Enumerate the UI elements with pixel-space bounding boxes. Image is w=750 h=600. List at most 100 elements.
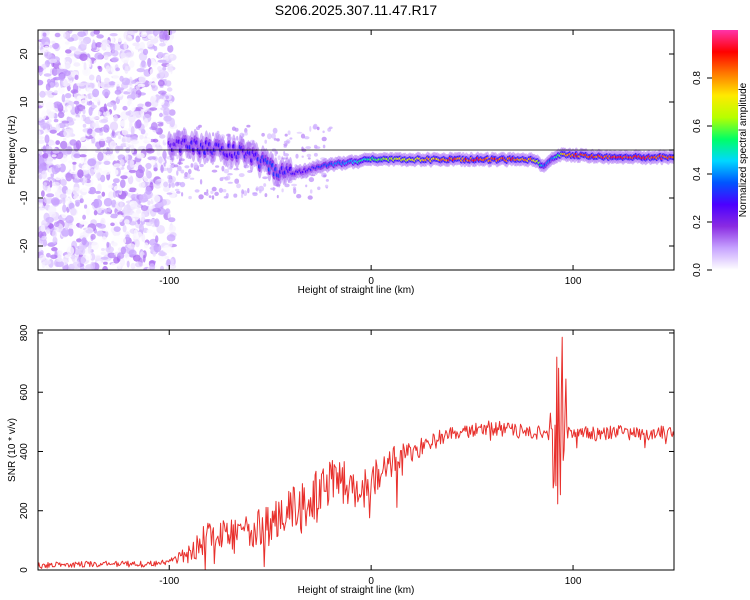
spectrogram-noise-blob (135, 110, 142, 118)
spectrogram-noise-blob (109, 33, 118, 37)
spectrogram-speck (174, 188, 180, 192)
spectrogram-noise-blob (53, 221, 60, 228)
spectrogram-noise-blob (55, 176, 62, 181)
spectrogram-speck (211, 186, 217, 192)
spectrogram-speck (233, 193, 238, 198)
spectrogram-noise-blob (163, 181, 169, 188)
spectrogram-noise-blob (116, 214, 124, 223)
spectrogram-noise-blob (77, 169, 84, 179)
spectrogram-noise-blob (113, 114, 118, 122)
spectrogram-speck (205, 192, 209, 196)
spectrogram-speck (305, 184, 308, 188)
spectrogram-noise-blob (154, 30, 160, 35)
spectrogram-speck (227, 181, 234, 184)
spectrogram-noise-blob (64, 220, 69, 231)
spectrogram-speck (258, 185, 265, 192)
spectrogram-noise-blob (103, 197, 113, 207)
spectrogram-noise-blob (79, 53, 88, 61)
spectrogram-noise-blob (66, 105, 73, 111)
spectrogram-noise-blob (72, 162, 76, 171)
spectrogram-noise-blob (94, 127, 104, 133)
spectrogram-noise-blob (53, 90, 58, 94)
spectrogram-noise-blob (81, 237, 87, 246)
spectrogram-noise-blob (101, 166, 108, 171)
spectrogram-noise-blob (74, 74, 79, 81)
spectrogram-noise-blob (168, 100, 173, 105)
spectrogram-speck (267, 133, 272, 140)
spectrogram-noise-blob (141, 233, 146, 242)
spectrogram-noise-blob (97, 151, 104, 162)
y-tick-label: 800 (19, 324, 30, 341)
spectrogram-noise-blob (61, 120, 70, 124)
spectrogram-noise-blob (95, 255, 101, 261)
spectrogram-noise-blob (118, 263, 122, 270)
spectrogram-noise-blob (145, 30, 155, 35)
spectrogram-speck (313, 123, 318, 130)
spectrogram-noise-blob (153, 167, 158, 172)
spectrogram-noise-blob (128, 249, 137, 257)
spectrogram-noise-blob (44, 51, 52, 59)
spectrogram-noise-blob (64, 93, 72, 99)
spectrogram-speck (194, 189, 200, 193)
spectrogram-speck (274, 151, 277, 157)
spectrogram-noise-blob (145, 162, 152, 170)
spectrogram-noise-blob (119, 201, 123, 209)
spectrogram-noise-blob (145, 168, 149, 177)
spectrogram-noise-blob (96, 75, 101, 81)
spectrogram-noise-blob (119, 159, 125, 166)
spectrogram-speck (322, 130, 325, 134)
spectrogram-noise-blob (142, 48, 149, 56)
spectrogram-speck (227, 173, 233, 176)
spectrogram-noise-blob (147, 156, 157, 161)
spectrogram-noise-blob (75, 140, 82, 150)
spectrogram-noise-blob (87, 58, 92, 68)
spectrogram-noise-blob (128, 169, 137, 173)
spectrogram-speck (276, 194, 279, 199)
spectrogram-noise-blob (77, 136, 86, 142)
spectrogram-noise-blob (123, 41, 128, 50)
spectrogram-noise-blob (136, 152, 145, 159)
spectrogram-speck (199, 163, 204, 168)
spectrogram-noise-blob (143, 242, 149, 249)
spectrogram-noise-blob (60, 140, 68, 150)
spectrogram-noise-blob (43, 196, 53, 204)
spectrogram-speck (180, 169, 185, 174)
spectrogram-noise-blob (138, 75, 147, 84)
spectrogram-speck (236, 183, 241, 189)
spectrogram-speck (177, 165, 182, 172)
spectrogram-noise-blob (82, 67, 91, 76)
spectrogram-noise-blob (137, 219, 141, 225)
spectrogram-noise-blob (49, 32, 55, 39)
spectrogram-noise-blob (120, 52, 126, 59)
spectrogram-noise-blob (43, 45, 50, 53)
spectrogram-noise-blob (51, 40, 56, 45)
spectrogram-noise-blob (45, 216, 54, 224)
colorbar-tick-label: 0.4 (692, 167, 703, 181)
spectrogram-speck (262, 176, 268, 180)
spectrogram-noise-blob (122, 208, 128, 215)
spectrogram-noise-blob (79, 156, 85, 165)
spectrogram-noise-blob (107, 184, 114, 189)
spectrogram-noise-blob (110, 213, 119, 219)
spectrogram-noise-blob (97, 195, 102, 199)
spectrogram-noise-blob (54, 32, 61, 38)
spectrogram-noise-blob (53, 118, 59, 123)
spectrogram-noise-blob (53, 186, 58, 193)
spectrogram-noise-blob (100, 203, 105, 210)
figure-title: S206.2025.307.11.47.R17 (275, 2, 438, 18)
spectrogram-noise-blob (158, 98, 165, 106)
spectrogram-noise-blob (135, 35, 141, 43)
spectrogram-noise-blob (46, 227, 51, 234)
y-tick-label: 600 (19, 383, 30, 400)
spectrogram-noise-blob (83, 62, 87, 71)
spectrogram-noise-blob (151, 82, 160, 86)
spectrogram-noise-blob (167, 178, 173, 184)
spectrogram-noise-blob (166, 162, 171, 169)
spectrogram-noise-blob (128, 76, 133, 87)
spectrogram-noise-blob (153, 243, 162, 253)
spectrogram-noise-blob (150, 96, 155, 106)
spectrogram-noise-blob (65, 215, 74, 224)
spectrogram-noise-blob (70, 89, 79, 94)
spectrogram-noise-blob (90, 233, 96, 240)
spectrogram-noise-blob (130, 139, 139, 145)
